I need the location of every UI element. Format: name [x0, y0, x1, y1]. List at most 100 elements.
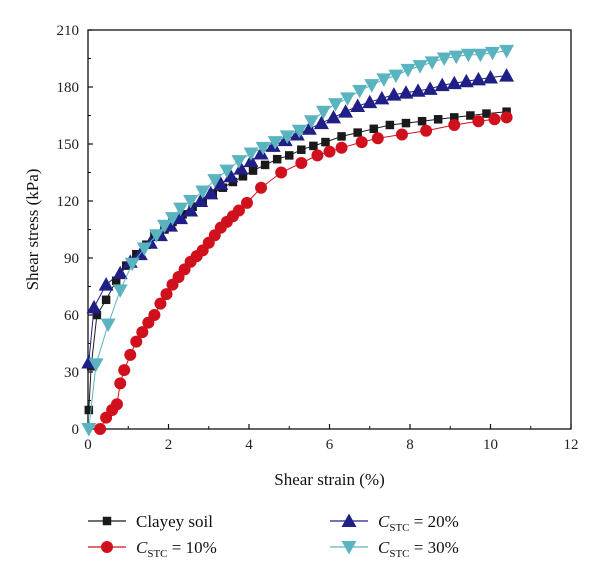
data-point-triangle-down — [340, 92, 356, 106]
data-point-triangle-down — [173, 202, 189, 217]
data-point-square — [248, 166, 258, 175]
data-point-circle — [124, 348, 137, 361]
y-axis-title: Shear stress (kPa) — [23, 169, 42, 291]
legend-label: Clayey soil — [136, 512, 213, 531]
x-tick-label: 8 — [406, 437, 414, 453]
legend-label-suffix: = 20% — [410, 512, 459, 531]
data-point-square — [385, 120, 395, 130]
data-point-triangle-up — [213, 176, 229, 190]
data-point-circle — [110, 398, 123, 411]
data-point-circle — [335, 141, 348, 154]
data-point-triangle-down — [485, 46, 500, 61]
data-point-triangle-up — [183, 203, 199, 217]
legend-label-main: C — [136, 538, 148, 557]
data-point-square — [433, 115, 443, 124]
data-point-square — [321, 137, 330, 147]
legend-item: CSTC = 20% — [330, 512, 459, 534]
y-tick-label: 210 — [57, 23, 80, 39]
data-point-triangle-up — [341, 513, 357, 527]
series-layer — [81, 44, 515, 437]
y-tick-label: 90 — [64, 251, 79, 267]
data-point-square — [309, 141, 318, 151]
data-point-square — [101, 295, 111, 305]
data-point-triangle-down — [460, 48, 476, 63]
data-point-triangle-down — [341, 541, 357, 555]
data-point-circle — [114, 377, 127, 390]
data-point-circle — [275, 166, 288, 179]
data-point-triangle-down — [472, 48, 488, 63]
data-point-circle — [395, 128, 408, 141]
series-line — [88, 111, 507, 411]
data-point-triangle-down — [267, 136, 283, 150]
x-tick-label: 4 — [245, 437, 253, 453]
data-point-triangle-up — [362, 94, 378, 109]
data-point-circle — [101, 541, 113, 553]
data-point-triangle-up — [98, 277, 114, 291]
data-point-circle — [355, 136, 368, 149]
data-point-square — [92, 310, 102, 320]
data-point-square — [111, 276, 121, 286]
data-point-triangle-down — [303, 115, 319, 129]
data-point-square — [260, 160, 270, 170]
data-point-triangle-down — [499, 44, 515, 59]
data-point-triangle-up — [434, 77, 450, 92]
data-point-square — [466, 111, 475, 120]
data-point-triangle-down — [157, 219, 172, 234]
data-point-triangle-down — [88, 358, 104, 372]
series-triangle-down — [81, 44, 515, 437]
data-point-triangle-down — [352, 84, 368, 99]
data-point-square — [353, 128, 362, 137]
data-point-square — [102, 516, 112, 526]
legend-label-sub: STC — [147, 548, 167, 560]
y-tick-label: 60 — [64, 308, 79, 324]
legend-label-main: C — [378, 512, 390, 531]
data-point-circle — [154, 297, 167, 310]
data-point-triangle-up — [313, 115, 329, 130]
data-point-triangle-down — [291, 124, 307, 139]
data-point-circle — [488, 113, 501, 126]
data-point-triangle-up — [223, 168, 239, 183]
legend-label-sub: STC — [389, 522, 409, 534]
legend-item: CSTC = 10% — [88, 538, 217, 560]
data-point-triangle-down — [195, 185, 211, 199]
data-point-circle — [136, 326, 149, 339]
legend-label-suffix: = 30% — [410, 538, 459, 557]
data-point-triangle-down — [436, 52, 452, 66]
legend-label-main: Clayey soil — [136, 512, 213, 531]
data-point-circle — [240, 196, 253, 209]
data-point-triangle-down — [136, 242, 152, 256]
data-point-square — [297, 145, 306, 154]
data-point-circle — [232, 204, 245, 217]
data-point-triangle-down — [81, 423, 97, 437]
data-point-circle — [148, 309, 161, 321]
x-tick-label: 0 — [84, 437, 92, 453]
data-point-triangle-down — [412, 60, 428, 74]
data-point-circle — [323, 145, 336, 158]
legend-item: Clayey soil — [88, 512, 213, 531]
data-point-triangle-up — [326, 109, 341, 124]
data-point-triangle-up — [398, 85, 414, 99]
data-point-circle — [130, 335, 143, 348]
x-tick-label: 2 — [165, 437, 173, 453]
data-point-triangle-up — [422, 81, 438, 95]
data-point-square — [238, 172, 248, 181]
data-point-square — [482, 109, 491, 118]
data-point-square — [272, 154, 282, 164]
legend-label: CSTC = 10% — [136, 538, 217, 560]
x-tick-label: 10 — [483, 437, 498, 453]
data-point-triangle-up — [173, 210, 189, 225]
data-point-triangle-up — [338, 104, 354, 118]
data-point-circle — [118, 364, 131, 377]
data-point-triangle-up — [483, 70, 498, 84]
data-point-circle — [371, 132, 384, 145]
data-point-circle — [295, 157, 308, 169]
data-point-triangle-down — [148, 229, 164, 243]
data-point-triangle-up — [253, 146, 269, 160]
data-point-square — [417, 116, 427, 126]
data-point-triangle-down — [400, 63, 416, 78]
legend-label: CSTC = 30% — [378, 538, 459, 560]
data-point-square — [337, 132, 346, 141]
